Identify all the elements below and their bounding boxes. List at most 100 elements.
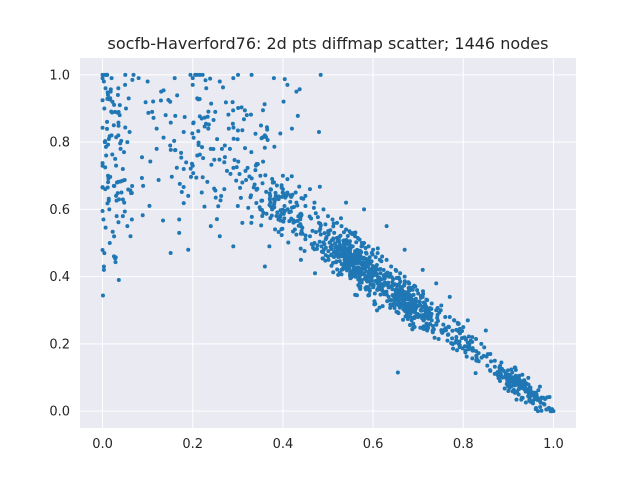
scatter-point (339, 254, 344, 259)
scatter-point (218, 198, 223, 203)
scatter-point (258, 173, 263, 178)
scatter-point (428, 314, 433, 319)
scatter-point (197, 114, 202, 119)
scatter-point (303, 193, 308, 198)
scatter-point (238, 195, 243, 200)
scatter-point (407, 323, 412, 328)
scatter-point (291, 220, 296, 225)
x-tick-label: 0.2 (182, 437, 203, 452)
scatter-point (213, 188, 218, 193)
scatter-point (231, 108, 236, 113)
scatter-point (419, 294, 424, 299)
scatter-point (260, 214, 265, 218)
scatter-point (497, 378, 502, 383)
scatter-point (388, 298, 393, 303)
scatter-point (121, 150, 126, 155)
scatter-point (123, 82, 128, 87)
scatter-point (259, 223, 264, 228)
scatter-point (441, 322, 446, 327)
scatter-point (274, 213, 279, 218)
scatter-point (117, 103, 122, 108)
scatter-point (436, 337, 441, 342)
scatter-point (240, 220, 245, 225)
scatter-point (111, 254, 116, 259)
scatter-point (120, 197, 125, 202)
scatter-point (497, 368, 502, 373)
scatter-point (341, 230, 346, 235)
scatter-point (333, 245, 338, 250)
scatter-point (323, 253, 328, 258)
scatter-point (257, 205, 262, 210)
scatter-point (360, 256, 365, 261)
scatter-point (326, 229, 331, 234)
scatter-point (371, 266, 376, 271)
scatter-point (254, 201, 259, 206)
scatter-point (262, 264, 267, 269)
scatter-point (148, 159, 153, 164)
scatter-point (120, 214, 125, 219)
y-tick-label: 0.8 (49, 136, 70, 151)
scatter-point (399, 285, 404, 290)
scatter-point (470, 335, 475, 340)
scatter-point (289, 194, 294, 199)
scatter-point (112, 184, 117, 189)
scatter-point (100, 76, 105, 81)
scatter-point (446, 332, 451, 337)
scatter-point (395, 370, 400, 375)
scatter-point (474, 353, 479, 358)
scatter-point (434, 281, 439, 286)
scatter-point (335, 220, 340, 225)
scatter-point (208, 76, 213, 81)
scatter-point (378, 271, 383, 276)
scatter-point (253, 168, 258, 173)
scatter-point (359, 250, 364, 255)
scatter-point (116, 86, 121, 91)
scatter-point (373, 301, 378, 306)
scatter-point (318, 232, 323, 237)
scatter-point (463, 336, 468, 341)
scatter-point (310, 228, 315, 233)
y-tick-label: 0.4 (49, 270, 70, 285)
scatter-point (102, 106, 107, 111)
scatter-point (364, 251, 369, 256)
scatter-point (307, 187, 312, 192)
scatter-point (412, 310, 417, 315)
scatter-point (474, 358, 479, 363)
scatter-point (231, 165, 236, 170)
scatter-point (429, 301, 434, 306)
scatter-point (402, 281, 407, 286)
scatter-point (326, 214, 330, 219)
scatter-point (318, 72, 323, 77)
scatter-point (232, 157, 237, 162)
scatter-point (363, 245, 368, 250)
scatter-point (435, 318, 440, 323)
scatter-point (179, 155, 184, 160)
scatter-point (272, 144, 277, 149)
scatter-point (200, 72, 205, 77)
scatter-point (174, 165, 179, 170)
scatter-point (122, 200, 127, 205)
scatter-point (411, 325, 416, 330)
scatter-point (127, 130, 132, 134)
scatter-point (273, 227, 278, 232)
scatter-point (321, 207, 326, 212)
scatter-point (108, 87, 113, 92)
scatter-point (209, 162, 214, 167)
scatter-point (131, 72, 136, 77)
scatter-point (282, 216, 287, 221)
scatter-point (416, 291, 421, 296)
scatter-point (125, 140, 130, 145)
scatter-point (315, 243, 320, 248)
scatter-point (384, 257, 389, 262)
scatter-point (535, 409, 540, 414)
scatter-point (402, 274, 407, 279)
scatter-point (443, 328, 448, 333)
scatter-point (337, 270, 342, 275)
scatter-point (492, 371, 497, 376)
scatter-point (130, 77, 135, 82)
scatter-point (539, 395, 544, 400)
scatter-point (373, 255, 378, 260)
scatter-point (391, 294, 396, 299)
scatter-point (331, 260, 336, 265)
scatter-point (268, 187, 273, 192)
